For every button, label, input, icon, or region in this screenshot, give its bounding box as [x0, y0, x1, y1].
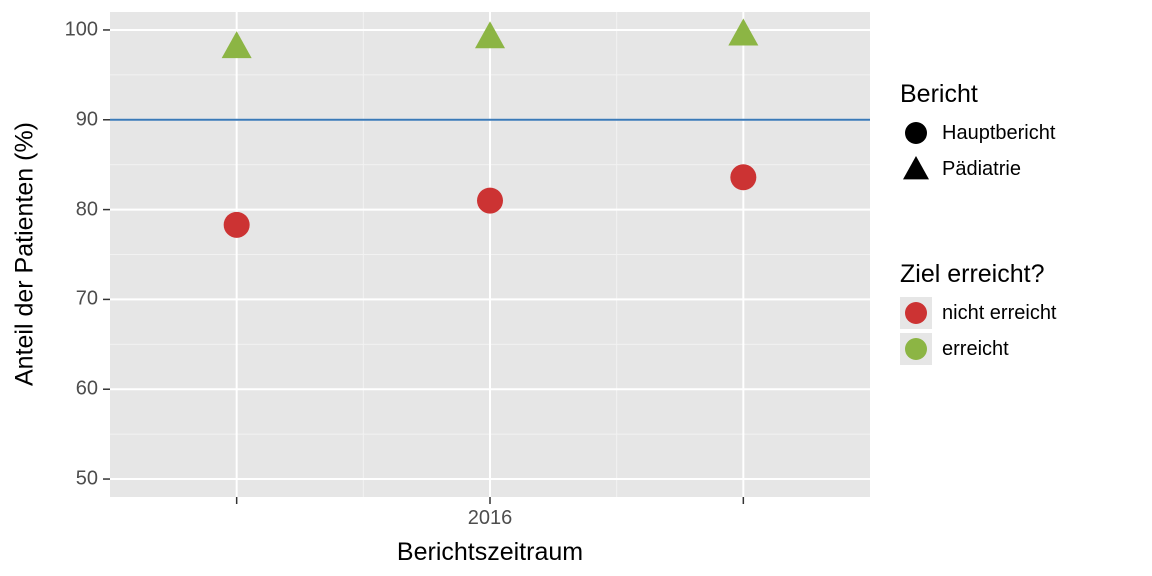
legend-label: nicht erreicht [942, 302, 1057, 325]
legend-label: erreicht [942, 338, 1009, 361]
legend-ziel-erreicht: Ziel erreicht? nicht erreicht erreicht [900, 260, 1057, 369]
data-point-hauptbericht [730, 164, 756, 190]
y-tick-label: 90 [76, 108, 98, 131]
legend-bericht: Bericht Hauptbericht Pädiatrie [900, 80, 1055, 189]
legend-marker-circle [905, 302, 927, 324]
data-point-hauptbericht [224, 212, 250, 238]
data-point-hauptbericht [477, 188, 503, 214]
legend-label: Pädiatrie [942, 158, 1021, 181]
legend-key-circle [900, 333, 932, 365]
legend-label: Hauptbericht [942, 122, 1055, 145]
legend-item: nicht erreicht [900, 297, 1057, 329]
legend-marker-triangle [903, 156, 929, 179]
legend-marker-circle [905, 338, 927, 360]
legend-key-triangle [900, 153, 932, 185]
y-tick-label: 80 [76, 198, 98, 221]
legend-key-circle [900, 297, 932, 329]
x-axis-title: Berichtszeitraum [397, 538, 583, 567]
legend-marker-circle [905, 122, 927, 144]
y-tick-label: 100 [65, 18, 98, 41]
legend-title: Bericht [900, 80, 1055, 109]
y-tick-label: 60 [76, 378, 98, 401]
legend-key-circle [900, 117, 932, 149]
legend-item: erreicht [900, 333, 1057, 365]
legend-item: Hauptbericht [900, 117, 1055, 149]
chart-container: Anteil der Patienten (%) 5060708090100 2… [0, 0, 1152, 576]
x-tick-label: 2016 [468, 507, 513, 530]
y-tick-label: 50 [76, 468, 98, 491]
legend-item: Pädiatrie [900, 153, 1055, 185]
y-tick-label: 70 [76, 288, 98, 311]
legend-title: Ziel erreicht? [900, 260, 1057, 289]
